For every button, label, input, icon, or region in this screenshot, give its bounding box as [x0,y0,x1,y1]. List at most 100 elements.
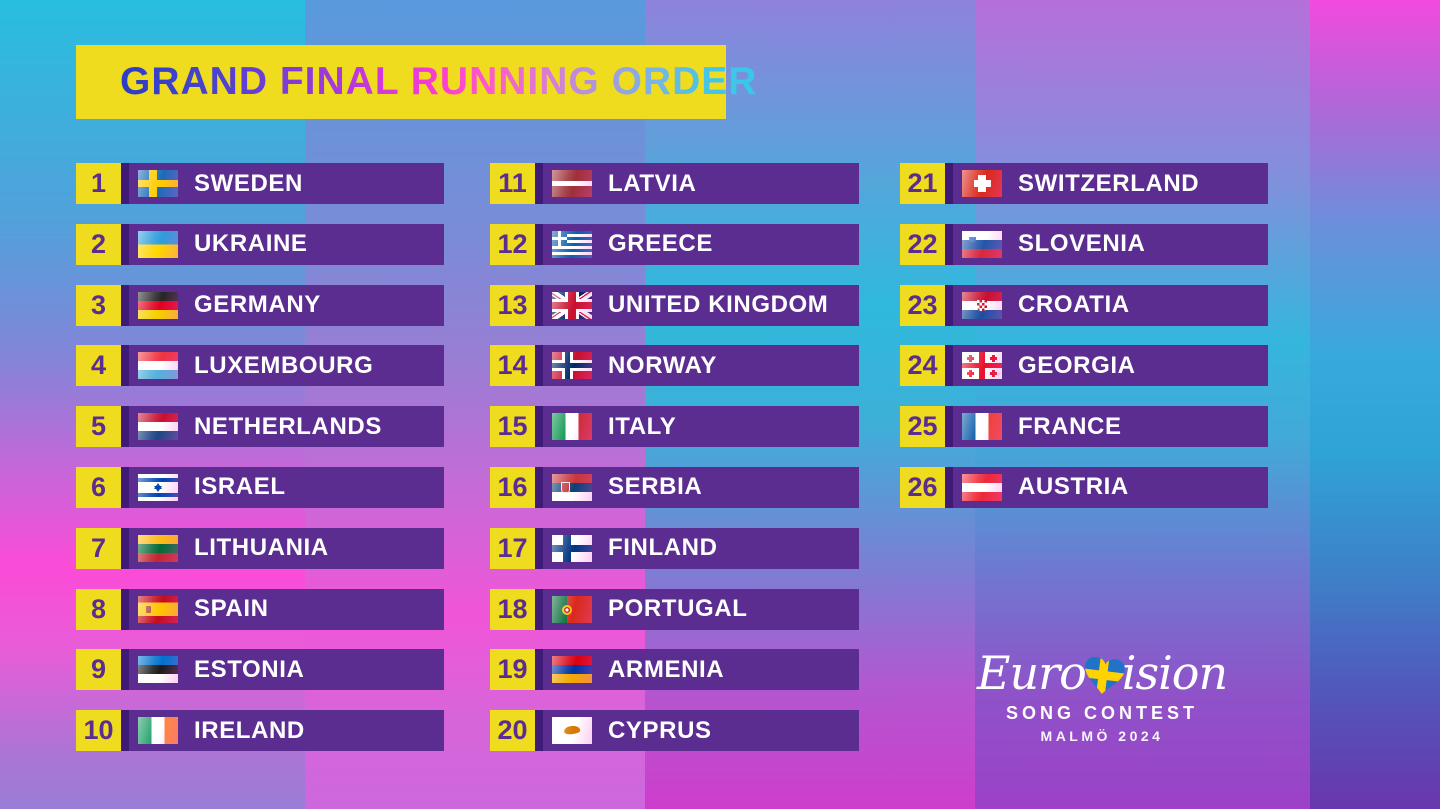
country-bar: NETHERLANDS [121,406,444,448]
flag-gloss-overlay [962,230,1002,258]
flag-es-icon [138,595,178,623]
running-order-row: 12 GREECE [490,223,859,265]
flag-gloss-overlay [552,291,592,319]
swedish-flag-heart-icon [1081,655,1126,697]
country-bar: AUSTRIA [945,466,1268,508]
flag-nl-icon [138,413,178,441]
running-order-row: 20 CYPRUS [490,710,859,752]
country-bar: FINLAND [535,527,859,569]
flag-gr-icon [552,230,592,258]
country-bar: CROATIA [945,284,1268,326]
running-order-column-1: 1 SWEDEN 2 UKRAINE 3 GERMANY 4 LUXEMBOURG 5 NETHE… [76,163,444,752]
flag-pt-icon [552,595,592,623]
flag-gloss-overlay [138,413,178,441]
country-bar: SPAIN [121,588,444,630]
country-bar: UNITED KINGDOM [535,284,859,326]
country-name: SWEDEN [194,169,303,197]
wordmark-prefix: Euro [976,646,1087,700]
country-bar: SLOVENIA [945,223,1268,265]
country-name: ISRAEL [194,473,286,501]
country-name: AUSTRIA [1018,473,1129,501]
country-name: ARMENIA [608,655,725,683]
country-name: FINLAND [608,534,718,562]
position-number: 5 [76,406,121,448]
position-number: 19 [490,649,535,691]
flag-gloss-overlay [552,717,592,745]
title-banner: GRAND FINAL RUNNING ORDER [76,45,756,119]
wordmark-suffix: ision [1121,646,1228,700]
position-number: 15 [490,406,535,448]
position-number: 6 [76,466,121,508]
flag-gloss-overlay [962,352,1002,380]
position-number: 1 [76,163,121,204]
country-bar: SERBIA [535,466,859,508]
running-order-row: 23 CROATIA [900,284,1268,326]
country-bar: LITHUANIA [121,527,444,569]
country-bar: PORTUGAL [535,588,859,630]
flag-gloss-overlay [138,473,178,501]
running-order-row: 24 GEORGIA [900,345,1268,387]
position-number: 9 [76,649,121,691]
flag-lv-icon [552,170,592,197]
running-order-column-3: 21 SWITZERLAND 22 SLOVENIA 23 CROATIA 24 GEORGI… [900,163,1268,508]
country-name: GERMANY [194,291,321,319]
flag-it-icon [552,413,592,441]
flag-gloss-overlay [138,534,178,562]
flag-ie-icon [138,717,178,745]
flag-lt-icon [138,534,178,562]
country-name: GREECE [608,230,713,258]
position-number: 16 [490,466,535,508]
running-order-row: 18 PORTUGAL [490,588,859,630]
flag-gloss-overlay [552,230,592,258]
position-number: 12 [490,223,535,265]
position-number: 25 [900,406,945,448]
running-order-row: 10 IRELAND [76,710,444,752]
country-bar: SWITZERLAND [945,163,1268,204]
country-name: LITHUANIA [194,534,329,562]
flag-gloss-overlay [138,352,178,380]
position-number: 4 [76,345,121,387]
country-name: NORWAY [608,351,717,379]
flag-gloss-overlay [552,595,592,623]
flag-gloss-overlay [552,170,592,197]
flag-ee-icon [138,656,178,684]
running-order-row: 6 ISRAEL [76,466,444,508]
eurovision-wordmark: Euro ision [952,648,1252,699]
position-number: 18 [490,588,535,630]
flag-gloss-overlay [138,230,178,258]
country-name: LATVIA [608,169,697,197]
country-bar: ESTONIA [121,649,444,691]
flag-se-icon [138,170,178,197]
flag-ge-icon [962,352,1002,380]
running-order-row: 17 FINLAND [490,527,859,569]
flag-gloss-overlay [962,413,1002,441]
position-number: 21 [900,163,945,204]
country-bar: UKRAINE [121,223,444,265]
position-number: 2 [76,223,121,265]
country-name: CYPRUS [608,716,712,744]
running-order-row: 22 SLOVENIA [900,223,1268,265]
running-order-row: 16 SERBIA [490,466,859,508]
country-name: ITALY [608,412,677,440]
flag-si-icon [962,230,1002,258]
logo-song-contest-text: SONG CONTEST [1005,702,1198,723]
country-bar: CYPRUS [535,710,859,752]
country-bar: ARMENIA [535,649,859,691]
flag-lu-icon [138,352,178,380]
country-name: IRELAND [194,716,305,744]
flag-gloss-overlay [138,291,178,319]
flag-gloss-overlay [138,170,178,197]
flag-gloss-overlay [552,413,592,441]
flag-fi-icon [552,534,592,562]
running-order-row: 5 NETHERLANDS [76,406,444,448]
running-order-row: 11 LATVIA [490,163,859,204]
running-order-row: 8 SPAIN [76,588,444,630]
flag-fr-icon [962,413,1002,441]
flag-no-icon [552,352,592,380]
flag-gloss-overlay [552,352,592,380]
country-bar: SWEDEN [121,163,444,204]
position-number: 22 [900,223,945,265]
country-bar: GREECE [535,223,859,265]
flag-gb-icon [552,291,592,319]
